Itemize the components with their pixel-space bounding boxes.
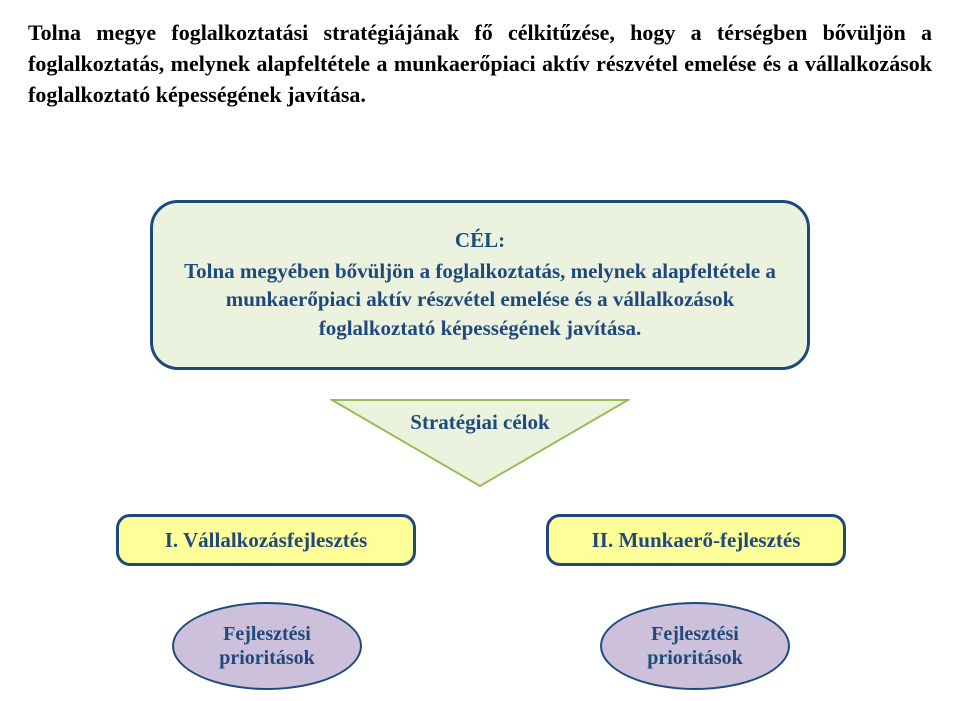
priority-ellipse-right: Fejlesztési prioritások <box>600 602 790 690</box>
intro-paragraph: Tolna megye foglalkoztatási stratégiáján… <box>28 18 932 110</box>
strategic-goals-triangle: Stratégiai célok <box>330 398 630 488</box>
strategy-left-label: I. Vállalkozásfejlesztés <box>165 528 368 553</box>
priority-right-label: Fejlesztési prioritások <box>602 622 788 670</box>
goal-body: Tolna megyében bővüljön a foglalkoztatás… <box>183 257 777 342</box>
goal-title: CÉL: <box>183 228 777 253</box>
strategy-box-right: II. Munkaerő-fejlesztés <box>546 514 846 566</box>
goal-box: CÉL: Tolna megyében bővüljön a foglalkoz… <box>150 200 810 370</box>
strategy-right-label: II. Munkaerő-fejlesztés <box>592 528 801 553</box>
page-root: Tolna megye foglalkoztatási stratégiáján… <box>0 0 960 701</box>
strategic-goals-label: Stratégiai célok <box>330 410 630 435</box>
priority-ellipse-left: Fejlesztési prioritások <box>172 602 362 690</box>
strategy-box-left: I. Vállalkozásfejlesztés <box>116 514 416 566</box>
priority-left-label: Fejlesztési prioritások <box>174 622 360 670</box>
